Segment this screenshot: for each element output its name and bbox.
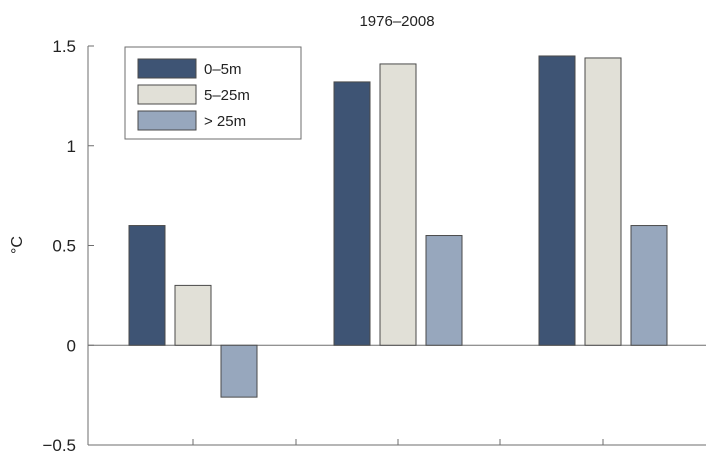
bar [174,284,212,346]
bar [379,63,417,346]
legend-label: > 25m [204,113,246,130]
bar [584,57,622,346]
bar [220,344,258,398]
y-axis-label: °C [9,236,26,254]
bar [538,55,576,346]
bar [333,81,371,346]
y-tick-label: 0.5 [52,237,76,256]
legend-label: 5–25m [204,87,250,104]
legend-swatch [137,84,197,105]
legend-swatch [137,110,197,131]
bar [630,225,668,346]
legend: 0–5m 5–25m > 25m [124,46,302,140]
y-tick-label: −0.5 [42,436,76,454]
legend-label: 0–5m [204,61,242,78]
y-tick-label: 1.5 [52,37,76,56]
bar [425,235,463,346]
y-tick-label: 0 [67,336,76,355]
y-tick-label: 1 [67,137,76,156]
legend-swatch [137,58,197,79]
chart-title: 1976–2008 [359,13,434,30]
plot-area: −0.5 0 0.5 1 1.5 [42,37,706,454]
bar [128,225,166,346]
